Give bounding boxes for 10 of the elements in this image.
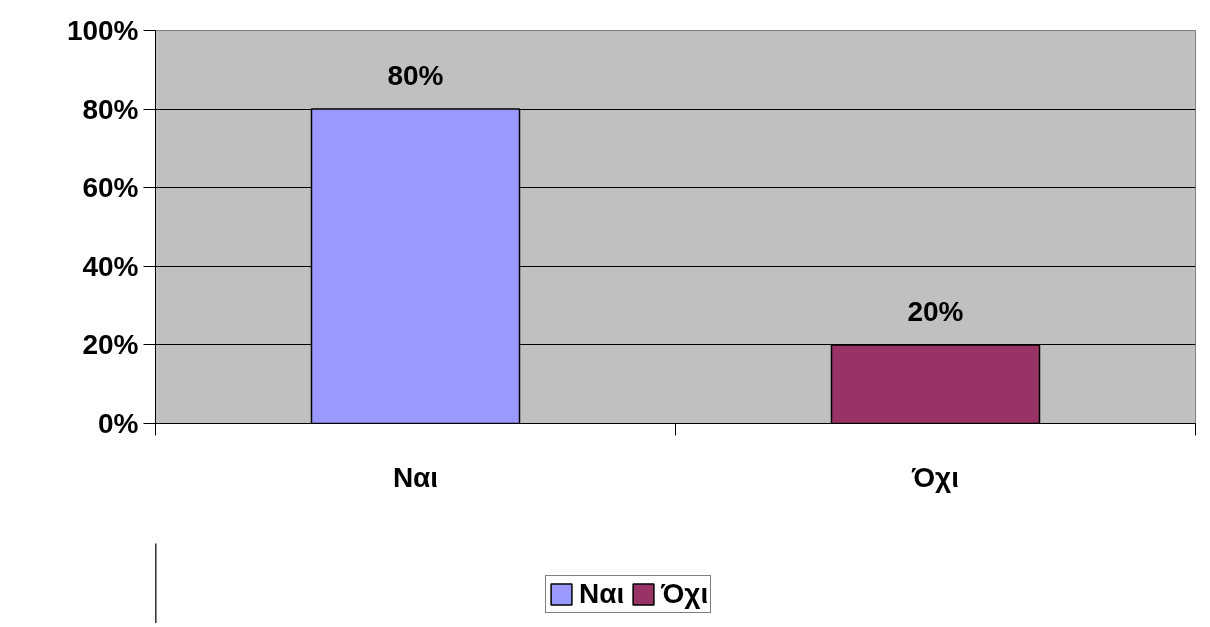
legend-label: Όχι: [661, 578, 709, 610]
y-tick-label: 20%: [82, 329, 139, 361]
data-label: 20%: [907, 295, 964, 327]
data-label: 80%: [387, 60, 444, 92]
y-tick-label: 40%: [82, 250, 139, 282]
legend-label: Ναι: [579, 578, 625, 610]
y-tick-label: 80%: [82, 93, 139, 125]
y-tick-label: 60%: [82, 172, 139, 204]
y-tick-label: 100%: [66, 15, 139, 46]
y-tick-label: 0%: [98, 408, 139, 439]
